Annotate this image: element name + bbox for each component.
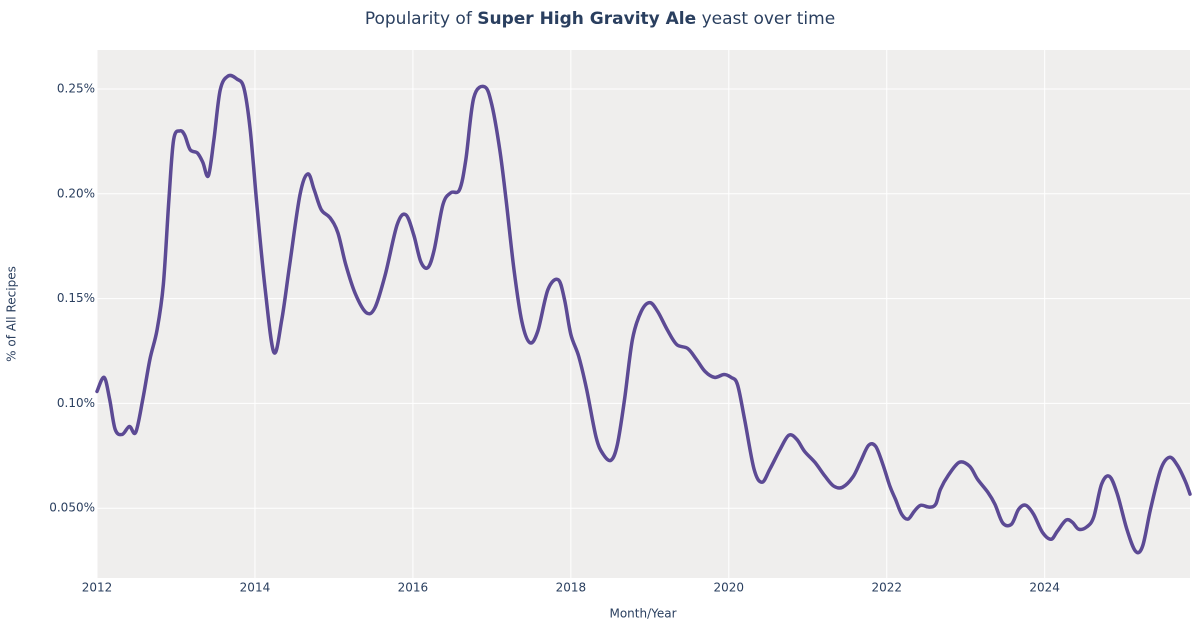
title-part: Super High Gravity Ale [477, 9, 696, 29]
x-tick-label: 2016 [398, 581, 429, 595]
data-line [95, 73, 1192, 555]
title-part: yeast over time [696, 9, 835, 29]
grid [96, 50, 1190, 578]
y-tick-label: 0.050% [49, 501, 95, 515]
x-axis-title: Month/Year [609, 607, 676, 621]
x-tick-label: 2022 [871, 581, 902, 595]
x-tick-label: 2014 [240, 581, 271, 595]
title-part: Popularity of [365, 9, 477, 29]
y-tick-label: 0.15% [57, 291, 95, 305]
x-tick-label: 2020 [714, 581, 745, 595]
marks [95, 73, 1192, 555]
y-tick-label: 0.10% [57, 396, 95, 410]
plot-area [97, 50, 1190, 578]
x-tick-label: 2012 [82, 581, 113, 595]
x-tick-label: 2018 [556, 581, 587, 595]
x-tick-label: 2024 [1029, 581, 1060, 595]
chart-title: Popularity of Super High Gravity Ale yea… [365, 9, 835, 29]
y-axis-title: % of All Recipes [5, 266, 19, 362]
y-tick-label: 0.25% [57, 81, 95, 95]
y-tick-label: 0.20% [57, 186, 95, 200]
